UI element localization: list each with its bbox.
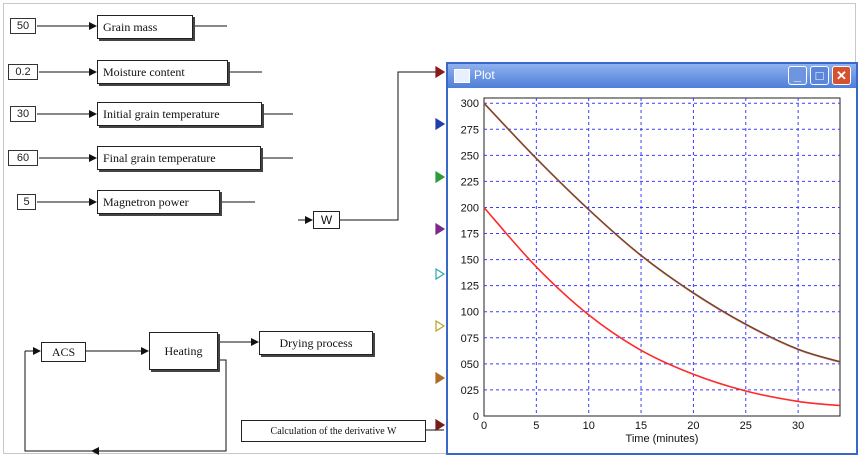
drying-process-block[interactable]: Drying process	[259, 331, 373, 355]
y-tick-label: 275	[461, 124, 479, 136]
y-tick-label: 300	[461, 98, 479, 110]
plot-input-port[interactable]	[435, 267, 446, 281]
y-tick-label: 150	[461, 255, 479, 267]
moisture-content-block[interactable]: Moisture content	[97, 60, 228, 84]
y-tick-label: 075	[461, 333, 479, 345]
plot-area	[483, 97, 841, 417]
plot-input-port[interactable]	[435, 371, 446, 385]
grain-mass-block[interactable]: Grain mass	[97, 15, 193, 39]
plot-input-port[interactable]	[435, 319, 446, 333]
acs-block[interactable]: ACS	[41, 342, 86, 362]
y-tick-label: 100	[461, 307, 479, 319]
plot-chart: 0 025 050 075 100 125 150 175 200 225 250 275 300 0 5 1…	[461, 97, 841, 445]
x-tick-label: 5	[533, 420, 539, 432]
constant-block[interactable]: 60	[8, 150, 38, 166]
y-tick-label: 175	[461, 229, 479, 241]
plot-input-port[interactable]	[435, 65, 446, 79]
heating-block[interactable]: Heating	[149, 332, 218, 370]
initial-grain-temperature-block[interactable]: Initial grain temperature	[97, 102, 262, 126]
x-tick-label: 10	[583, 420, 595, 432]
plot-input-port[interactable]	[435, 170, 446, 184]
x-axis-label: Time (minutes)	[626, 433, 699, 445]
constant-block[interactable]: 30	[10, 106, 36, 122]
x-tick-label: 15	[635, 420, 647, 432]
window-app-icon	[454, 69, 470, 83]
y-tick-label: 225	[461, 176, 479, 188]
final-grain-temperature-block[interactable]: Final grain temperature	[97, 146, 261, 170]
plot-input-port[interactable]	[435, 222, 446, 236]
constant-block[interactable]: 5	[17, 194, 36, 210]
x-tick-label: 25	[740, 420, 752, 432]
series-line-1	[483, 102, 841, 363]
close-icon[interactable]: ✕	[832, 66, 851, 85]
series-line-2	[483, 206, 841, 407]
plot-input-port[interactable]	[435, 418, 446, 432]
y-tick-label: 025	[461, 385, 479, 397]
x-tick-label: 0	[481, 420, 487, 432]
y-tick-label: 200	[461, 202, 479, 214]
y-tick-label: 250	[461, 150, 479, 162]
x-tick-label: 20	[687, 420, 699, 432]
maximize-icon[interactable]: □	[810, 66, 829, 85]
constant-block[interactable]: 0.2	[8, 64, 38, 80]
minimize-icon[interactable]: _	[788, 66, 807, 85]
plot-window[interactable]: Plot _ □ ✕ 0 025 050 075 100 125 150 175 200 225 2…	[446, 62, 858, 455]
magnetron-power-block[interactable]: Magnetron power	[97, 190, 220, 214]
y-tick-label: 050	[461, 359, 479, 371]
plot-window-titlebar[interactable]: Plot _ □ ✕	[448, 64, 856, 88]
derivative-calculation-block[interactable]: Calculation of the derivative W	[241, 420, 426, 442]
plot-input-port[interactable]	[435, 117, 446, 131]
constant-block[interactable]: 50	[10, 18, 36, 34]
series-line-1-shadow	[483, 104, 841, 364]
x-tick-label: 30	[792, 420, 804, 432]
y-tick-label: 125	[461, 281, 479, 293]
plot-window-title: Plot	[474, 68, 495, 82]
y-tick-label: 0	[473, 411, 479, 423]
w-block[interactable]: W	[313, 211, 340, 229]
